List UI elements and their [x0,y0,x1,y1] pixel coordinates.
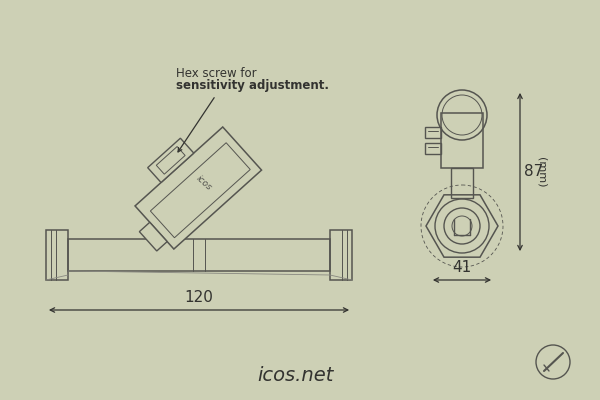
Text: 87: 87 [524,164,543,180]
Text: 120: 120 [185,290,214,305]
Text: Hex screw for: Hex screw for [176,67,256,80]
Polygon shape [139,222,167,251]
Text: icos: icos [194,173,214,192]
Bar [451,168,473,198]
Bar [425,143,441,154]
Text: 41: 41 [452,260,472,275]
Text: (mm): (mm) [537,157,547,187]
Bar [68,239,330,271]
Bar [425,127,441,138]
Text: sensitivity adjustment.: sensitivity adjustment. [176,79,329,92]
Polygon shape [135,127,262,249]
Bar [441,113,483,168]
Text: icos.net: icos.net [257,366,333,385]
Bar [46,230,68,280]
Polygon shape [148,138,194,182]
Bar [330,230,352,280]
